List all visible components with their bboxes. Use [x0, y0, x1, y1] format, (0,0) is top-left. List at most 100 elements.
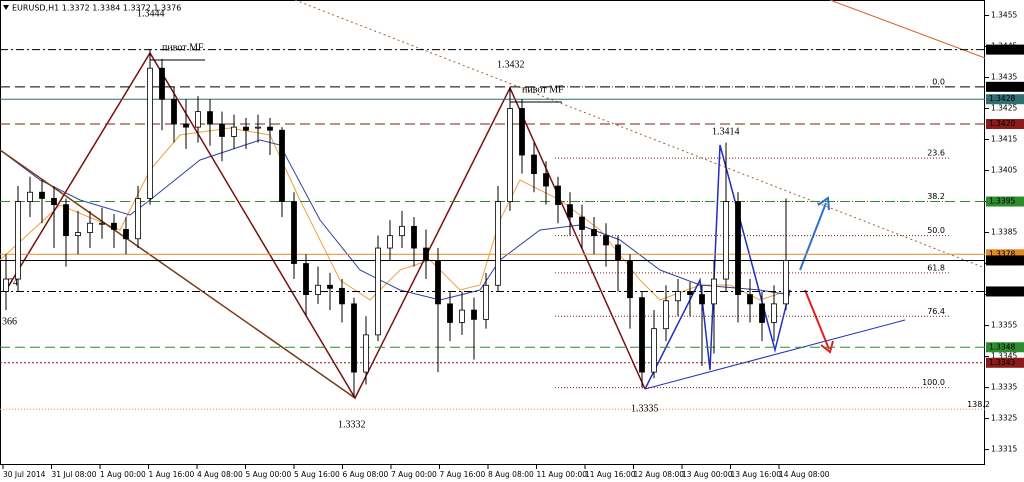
candle-body	[699, 294, 705, 305]
x-tick-label: 7 Aug 00:00	[391, 470, 437, 479]
candle-body	[303, 263, 309, 295]
candle-body	[771, 303, 777, 323]
candle-body	[351, 303, 357, 373]
candle-body	[363, 334, 369, 373]
x-tick-label: 12 Aug 08:00	[634, 470, 685, 479]
candle-body	[159, 67, 165, 100]
trend-line	[0, 149, 356, 399]
annotation: 74	[8, 277, 18, 288]
level-box	[986, 44, 1024, 55]
candle-body	[99, 222, 105, 225]
candle-body	[183, 123, 189, 128]
level-box	[986, 81, 1024, 92]
candle-body	[279, 129, 285, 202]
x-tick-label: 1 Aug 16:00	[149, 470, 195, 479]
candle-body	[735, 201, 741, 295]
fib-label: 138.2	[967, 400, 990, 409]
fib-label: 23.6	[927, 149, 945, 158]
fib-label: 38.2	[927, 192, 945, 201]
candle-body	[207, 111, 213, 125]
candle-body	[687, 291, 693, 295]
level-label: 1.3428	[989, 94, 1015, 103]
level-box	[986, 94, 1024, 105]
menu-icon[interactable]	[3, 5, 9, 10]
arrow-head	[820, 340, 834, 354]
y-tick-label: 1.3335	[991, 383, 1017, 392]
candle-body	[711, 278, 717, 305]
x-tick-label: 5 Aug 00:00	[246, 470, 292, 479]
candle-body	[651, 328, 657, 373]
chart-header: EURUSD,H1 1.3372 1.3384 1.3372 1.3376	[12, 4, 181, 13]
candle-body	[315, 284, 321, 295]
y-tick-label: 1.3455	[991, 11, 1017, 20]
y-tick-label: 1.3405	[991, 166, 1017, 175]
candle-body	[471, 309, 477, 320]
x-tick-label: 14 Aug 08:00	[779, 470, 830, 479]
level-label: 1.3420	[989, 119, 1015, 128]
annotation: 1.3414	[712, 126, 740, 137]
candle-body	[747, 294, 753, 305]
x-tick-label: 1 Aug 00:00	[100, 470, 146, 479]
candle-body	[531, 154, 537, 175]
annotation: 1.3444	[137, 8, 165, 19]
candle-body	[591, 229, 597, 237]
level-label: 1.3378	[989, 249, 1015, 258]
annotation: 1.3432	[497, 59, 525, 70]
candle-body	[291, 201, 297, 264]
annotation: 1.3332	[338, 419, 366, 430]
candle-body	[567, 204, 573, 218]
y-tick-label: 1.3435	[991, 73, 1017, 82]
candle-body	[579, 216, 585, 230]
candle-body	[399, 225, 405, 237]
candle-body	[447, 303, 453, 323]
x-tick-label: 11 Aug 16:00	[585, 470, 636, 479]
candle-body	[75, 232, 81, 237]
candle-body	[435, 260, 441, 305]
x-tick-label: 7 Aug 16:00	[440, 470, 486, 479]
candle-body	[195, 111, 201, 128]
candle-body	[375, 247, 381, 336]
level-label: 1.3376	[989, 255, 1015, 264]
candle-body	[51, 198, 57, 206]
candle-body	[147, 67, 153, 199]
candle-body	[15, 201, 21, 280]
candle-body	[459, 309, 465, 323]
candle-body	[255, 126, 261, 129]
candle-body	[39, 191, 45, 199]
arrow-up	[799, 202, 827, 271]
fib-label: 61.8	[927, 263, 945, 272]
fib-label: 100.0	[922, 378, 945, 387]
candle-body	[615, 244, 621, 261]
fib-label: 0.0	[932, 77, 945, 86]
x-tick-label: 4 Aug 08:00	[197, 470, 243, 479]
candle-body	[411, 225, 417, 249]
candle-body	[267, 126, 273, 131]
level-label: 1.3343	[989, 358, 1015, 367]
candle-body	[423, 247, 429, 261]
arrow-down	[804, 289, 830, 350]
y-tick-label: 1.3355	[991, 321, 1017, 330]
x-tick-label: 31 Jul 08:00	[52, 470, 97, 479]
candle-body	[603, 235, 609, 246]
level-box	[986, 249, 1024, 260]
pattern	[644, 144, 791, 390]
candle-body	[231, 126, 237, 137]
candle-body	[519, 108, 525, 156]
trend-line	[294, 0, 986, 269]
candle-body	[555, 185, 561, 206]
x-tick-label: 8 Aug 08:00	[488, 470, 534, 479]
annotation: 366	[2, 316, 17, 327]
candle-body	[63, 204, 69, 237]
candle-body	[663, 300, 669, 330]
level-label: 1.3366	[989, 286, 1015, 295]
candle-body	[339, 287, 345, 305]
candle-body	[171, 98, 177, 125]
y-tick-label: 1.3415	[991, 135, 1017, 144]
y-tick-label: 1.3315	[991, 445, 1017, 454]
x-tick-label: 30 Jul 2014	[3, 470, 46, 479]
level-box	[986, 196, 1024, 207]
zigzag	[4, 51, 646, 400]
x-tick-label: 13 Aug 16:00	[731, 470, 782, 479]
candle-body	[483, 284, 489, 320]
